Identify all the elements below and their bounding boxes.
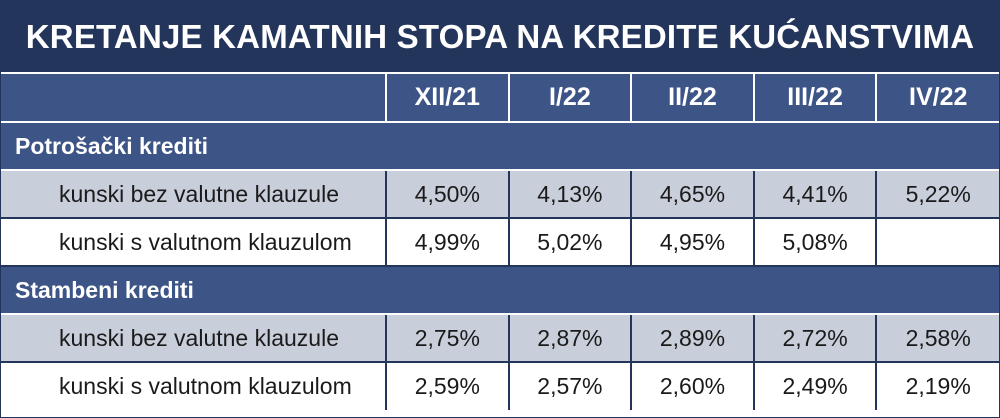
rate-cell: 2,60% xyxy=(630,362,754,410)
rate-cell: 4,41% xyxy=(752,170,877,219)
rate-cell xyxy=(875,218,999,267)
rate-cell: 4,95% xyxy=(630,218,754,267)
rate-cell: 5,08% xyxy=(752,218,877,267)
rate-cell: 4,65% xyxy=(630,170,754,219)
row-label: kunski s valutnom klauzulom xyxy=(1,362,386,410)
rate-cell: 2,19% xyxy=(875,362,999,410)
table-row: kunski bez valutne klauzule 4,50% 4,13% … xyxy=(1,170,999,219)
column-header-xii-21: XII/21 xyxy=(385,74,509,123)
rate-cell: 2,59% xyxy=(385,362,509,410)
header-empty-cell xyxy=(1,74,386,123)
section-row-consumer-loans: Potrošački krediti xyxy=(1,122,999,171)
row-label: kunski bez valutne klauzule xyxy=(1,170,386,219)
rate-cell: 4,50% xyxy=(385,170,509,219)
section-title: Potrošački krediti xyxy=(1,122,999,171)
column-header-ii-22: II/22 xyxy=(630,74,754,123)
rate-cell: 4,13% xyxy=(507,170,632,219)
interest-rate-table: XII/21 I/22 II/22 III/22 IV/22 Potrošačk… xyxy=(1,74,999,410)
table-row: kunski bez valutne klauzule 2,75% 2,87% … xyxy=(1,314,999,363)
rate-cell: 2,49% xyxy=(752,362,877,410)
column-header-iii-22: III/22 xyxy=(752,74,877,123)
section-row-housing-loans: Stambeni krediti xyxy=(1,266,999,315)
rate-cell: 2,72% xyxy=(752,314,877,363)
rate-cell: 2,87% xyxy=(507,314,632,363)
column-header-row: XII/21 I/22 II/22 III/22 IV/22 xyxy=(1,74,999,123)
column-header-iv-22: IV/22 xyxy=(875,74,999,123)
rate-cell: 4,99% xyxy=(385,218,509,267)
table-title: KRETANJE KAMATNIH STOPA NA KREDITE KUĆAN… xyxy=(1,1,999,74)
row-label: kunski s valutnom klauzulom xyxy=(1,218,386,267)
rate-cell: 2,57% xyxy=(507,362,632,410)
column-header-i-22: I/22 xyxy=(507,74,632,123)
rate-cell: 2,89% xyxy=(630,314,754,363)
section-title: Stambeni krediti xyxy=(1,266,999,315)
rate-cell: 5,02% xyxy=(507,218,632,267)
rate-cell: 2,75% xyxy=(385,314,509,363)
table-row: kunski s valutnom klauzulom 4,99% 5,02% … xyxy=(1,218,999,267)
row-label: kunski bez valutne klauzule xyxy=(1,314,386,363)
table-row: kunski s valutnom klauzulom 2,59% 2,57% … xyxy=(1,362,999,410)
rate-cell: 2,58% xyxy=(875,314,999,363)
rate-cell: 5,22% xyxy=(875,170,999,219)
